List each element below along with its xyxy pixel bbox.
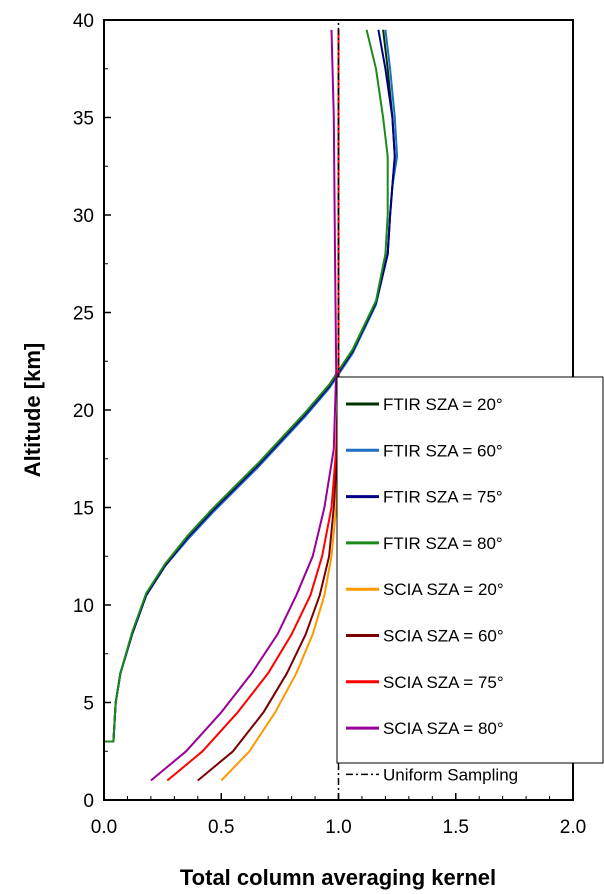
legend-label-ftir-sza-75: FTIR SZA = 75°: [383, 488, 503, 507]
legend-box: [336, 376, 604, 764]
legend-label-scia-sza-80: SCIA SZA = 80°: [383, 719, 504, 738]
series-line-scia-sza-60: [197, 29, 340, 782]
series-line-ftir-sza-80: [103, 29, 389, 781]
series-line-scia-sza-20: [220, 29, 340, 782]
y-tick-label: 25: [73, 304, 94, 325]
legend-label-scia-sza-60: SCIA SZA = 60°: [383, 627, 504, 646]
legend-label-uniform-sampling: Uniform Sampling: [383, 765, 518, 784]
x-tick-label: 1.0: [325, 817, 351, 838]
y-tick-label: 40: [73, 11, 94, 32]
x-tick-label: 0.0: [91, 817, 117, 838]
y-tick-label: 30: [73, 206, 94, 227]
legend-label-scia-sza-20: SCIA SZA = 20°: [383, 580, 504, 599]
legend-label-ftir-sza-80: FTIR SZA = 80°: [383, 534, 503, 553]
x-axis-title: Total column averaging kernel: [180, 865, 496, 890]
legend-label-ftir-sza-60: FTIR SZA = 60°: [383, 441, 503, 460]
y-tick-label: 35: [73, 109, 94, 130]
legend-label-ftir-sza-20: FTIR SZA = 20°: [383, 395, 503, 414]
y-tick-label: 15: [73, 499, 94, 520]
x-tick-label: 0.5: [208, 817, 234, 838]
legend-items: FTIR SZA = 20° FTIR SZA = 60° FTIR SZA = 7…: [346, 395, 518, 784]
y-axis-title: Altitude [km]: [20, 343, 45, 477]
series-line-scia-sza-80: [150, 29, 338, 782]
y-axis-ticks: 0 5 10 15 20 25 30 35 40: [73, 11, 111, 812]
legend: FTIR SZA = 20° FTIR SZA = 60° FTIR SZA = 7…: [336, 376, 604, 784]
x-tick-label: 2.0: [560, 817, 586, 838]
y-tick-label: 5: [83, 694, 94, 715]
x-tick-label: 1.5: [443, 817, 469, 838]
y-tick-label: 0: [83, 791, 94, 812]
legend-label-scia-sza-75: SCIA SZA = 75°: [383, 673, 504, 692]
y-tick-label: 20: [73, 401, 94, 422]
x-axis-ticks: 0.0 0.5 1.0 1.5 2.0: [91, 793, 586, 838]
y-tick-label: 10: [73, 596, 94, 617]
